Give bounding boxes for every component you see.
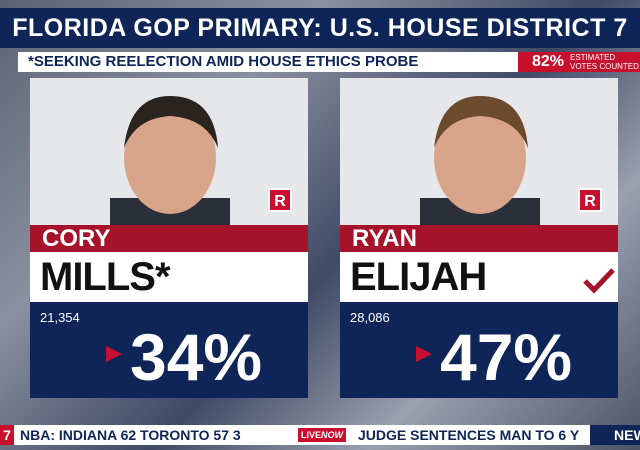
last-name: MILLS* [30, 252, 308, 302]
vote-percent: 47% [440, 320, 573, 394]
vote-count: 28,086 [350, 310, 390, 325]
result-panel: 28,086 47% [340, 302, 618, 398]
arrow [106, 346, 122, 362]
vote-percent: 34% [130, 320, 263, 394]
arrow [416, 346, 432, 362]
hair [124, 96, 218, 148]
face [124, 102, 216, 214]
party-badge: R [268, 188, 292, 212]
portrait [420, 96, 540, 225]
reporting-box: 82% ESTIMATED VOTES COUNTED [518, 52, 640, 72]
ticker-headline: JUDGE SENTENCES MAN TO 6 Y [358, 427, 580, 443]
candidate-card: R RYAN ELIJAH 28,086 47% [340, 78, 618, 398]
result-panel: 21,354 34% [30, 302, 308, 398]
party-badge: R [578, 188, 602, 212]
reporting-percent: 82% [532, 53, 565, 70]
reporting-label: ESTIMATED [570, 53, 616, 62]
first-name: CORY [30, 225, 308, 252]
face [434, 102, 526, 214]
live-logo-text: LIVE [301, 430, 322, 440]
portrait [110, 96, 230, 225]
subtitle: *SEEKING REELECTION AMID HOUSE ETHICS PR… [18, 52, 518, 72]
live-logo: LIVENOW [298, 428, 347, 442]
first-name: RYAN [340, 225, 618, 252]
ticker-next: NEW [590, 425, 640, 445]
winner-check [583, 268, 615, 294]
vote-count: 21,354 [40, 310, 80, 325]
reporting-label: VOTES COUNTED [570, 62, 639, 71]
channel-logo: 7 [0, 425, 14, 445]
check-path [583, 268, 615, 294]
ticker: 7 NBA: INDIANA 62 TORONTO 57 3 LIVENOW J… [0, 425, 640, 445]
ticker-scores: NBA: INDIANA 62 TORONTO 57 3 [20, 427, 241, 443]
candidate-photo [340, 78, 618, 225]
last-name: ELIJAH [340, 252, 618, 302]
live-logo-text: NOW [321, 430, 344, 440]
hair [434, 96, 528, 148]
title: FLORIDA GOP PRIMARY: U.S. HOUSE DISTRICT… [0, 8, 640, 48]
candidate-photo [30, 78, 308, 225]
candidate-card: R CORY MILLS* 21,354 34% [30, 78, 308, 398]
